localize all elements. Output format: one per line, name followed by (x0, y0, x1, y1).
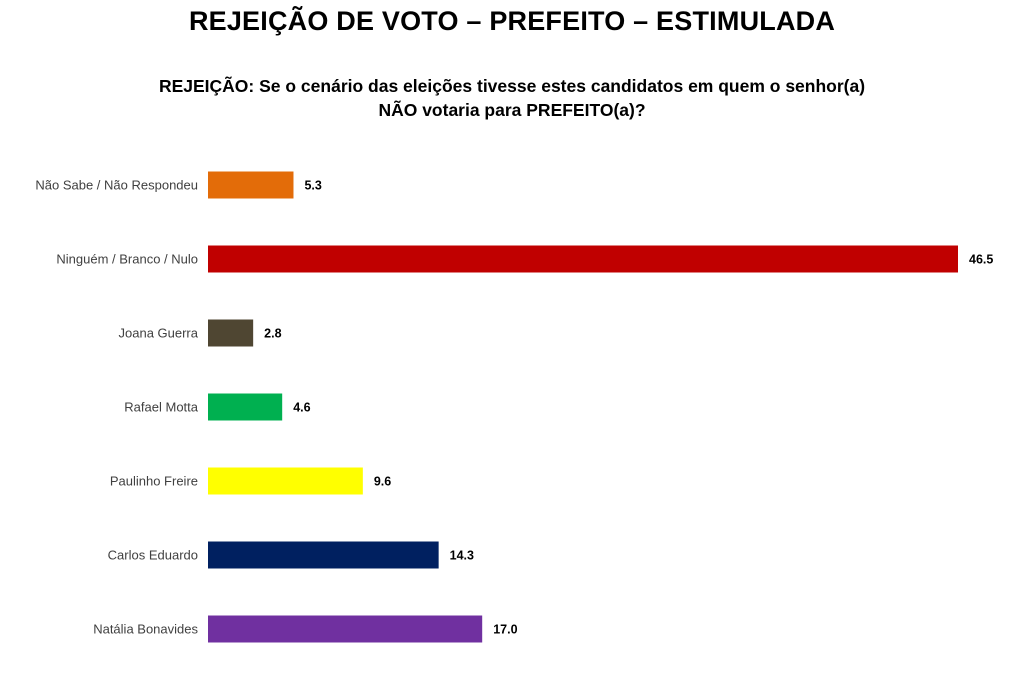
category-label: Carlos Eduardo (108, 548, 198, 563)
category-label: Joana Guerra (119, 326, 199, 341)
bar (208, 319, 254, 347)
subtitle-line-1: REJEIÇÃO: Se o cenário das eleições tive… (158, 76, 866, 96)
bar (208, 615, 483, 643)
bar (208, 171, 294, 199)
subtitle-line-2: NÃO votaria para PREFEITO(a)? (378, 100, 646, 120)
category-label: Ninguém / Branco / Nulo (56, 252, 198, 267)
page-title: REJEIÇÃO DE VOTO – PREFEITO – ESTIMULADA (188, 6, 836, 36)
bar (208, 541, 439, 569)
value-label: 4.6 (293, 401, 310, 415)
bar (208, 393, 283, 421)
value-label: 14.3 (450, 549, 474, 563)
chart-subtitle: REJEIÇÃO: Se o cenário das eleições tive… (112, 74, 912, 122)
bar (208, 245, 958, 273)
value-label: 2.8 (264, 327, 281, 341)
category-label: Não Sabe / Não Respondeu (35, 178, 198, 193)
category-label: Paulinho Freire (110, 474, 198, 489)
category-label: Rafael Motta (124, 400, 198, 415)
category-label: Natália Bonavides (93, 622, 198, 637)
value-label: 46.5 (969, 253, 993, 267)
bar (208, 467, 363, 495)
value-label: 9.6 (374, 475, 391, 489)
value-label: 17.0 (493, 623, 517, 637)
value-label: 5.3 (304, 179, 321, 193)
